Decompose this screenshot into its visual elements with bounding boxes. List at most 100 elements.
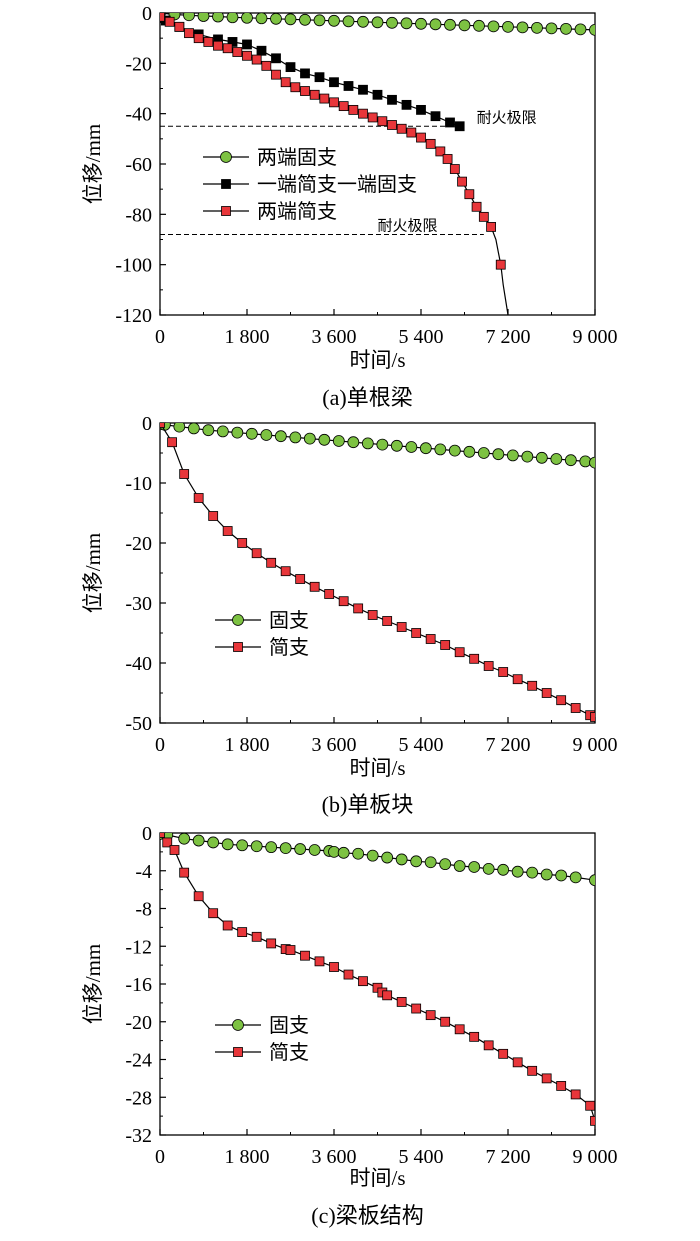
legend-label: 两端固支 [257, 146, 337, 169]
plot-frame [159, 12, 596, 316]
data-point [231, 426, 244, 439]
data-point [560, 22, 572, 35]
data-point [483, 1040, 494, 1051]
data-point [237, 538, 248, 548]
data-point [174, 21, 185, 32]
data-point [353, 603, 364, 614]
data-point [271, 53, 281, 64]
data-point [222, 526, 233, 536]
data-point [498, 1048, 509, 1059]
data-point [202, 424, 215, 437]
plot-area [160, 13, 595, 315]
data-point [411, 1003, 422, 1014]
data-point [410, 855, 423, 868]
data-point [251, 54, 262, 65]
data-point [222, 43, 233, 54]
x-tick-label: 5 400 [399, 734, 444, 756]
data-point [290, 82, 301, 93]
y-tick-label: -28 [125, 1087, 152, 1109]
data-point [406, 127, 417, 138]
data-point [482, 862, 495, 875]
data-point [419, 442, 432, 455]
data-point [328, 14, 340, 27]
legend-marker [233, 642, 243, 652]
data-point [556, 1081, 567, 1091]
data-point [564, 454, 577, 467]
x-axis-title: 时间/s [349, 1166, 405, 1190]
data-point [449, 164, 460, 174]
data-point [372, 89, 383, 100]
panel-caption: (a)单根梁 [322, 385, 412, 410]
data-point [309, 89, 320, 100]
data-point [212, 13, 224, 23]
data-point [332, 435, 345, 447]
data-point [329, 77, 339, 88]
data-point [314, 956, 325, 967]
legend-label: 简支 [269, 1041, 309, 1064]
data-point [329, 97, 339, 108]
y-tick-label: -20 [125, 1012, 152, 1034]
data-point [179, 469, 190, 479]
y-tick-label: -50 [125, 713, 152, 735]
data-point [285, 945, 296, 955]
data-point [497, 863, 510, 876]
data-point [232, 47, 243, 57]
data-point [477, 447, 490, 459]
data-point [207, 836, 220, 849]
series-line [160, 423, 595, 718]
data-point [442, 154, 453, 164]
data-point [526, 866, 539, 879]
data-point [309, 581, 320, 592]
x-tick-label: 5 400 [399, 1146, 444, 1168]
data-point [193, 33, 204, 44]
data-point [498, 667, 509, 677]
data-point [555, 869, 568, 882]
data-point [416, 104, 426, 115]
data-point [245, 427, 258, 440]
data-point [401, 99, 412, 110]
data-point [337, 846, 350, 859]
data-point [358, 976, 368, 987]
data-point [237, 927, 248, 937]
data-point [280, 77, 291, 88]
x-axis-title: 时间/s [349, 756, 405, 780]
data-point [425, 1010, 436, 1021]
data-point [300, 950, 310, 961]
plot-area [160, 833, 595, 1126]
y-tick-label: -8 [135, 899, 152, 921]
x-tick-label: 0 [155, 734, 165, 756]
data-point [464, 189, 475, 200]
data-point [487, 20, 500, 33]
data-point [164, 16, 175, 27]
data-point [313, 14, 326, 27]
data-point [531, 21, 543, 34]
y-tick-label: -16 [125, 974, 152, 996]
data-point [255, 13, 268, 25]
data-point [453, 860, 466, 872]
data-point [435, 146, 446, 157]
data-point [338, 596, 349, 607]
data-point [274, 430, 287, 443]
y-tick-label: -24 [125, 1050, 152, 1072]
data-point [506, 449, 519, 462]
data-point [222, 920, 233, 931]
y-tick-label: -100 [115, 255, 152, 277]
data-point [589, 874, 595, 887]
data-point [574, 23, 587, 36]
data-point [183, 13, 195, 22]
series-1 [160, 423, 595, 469]
data-point [454, 1024, 465, 1035]
chart-panel-2: 0 1 800 3 600 5 400 7 200 9 000 0 -10 -20 -30 -40 -… [81, 413, 618, 817]
data-point [197, 13, 210, 22]
y-tick-label: -80 [125, 204, 152, 226]
y-tick-label: -4 [135, 861, 152, 883]
x-tick-label: 3 600 [312, 326, 357, 348]
data-point [261, 60, 272, 71]
data-point [371, 16, 384, 29]
reference-line-label: 耐火极限 [477, 109, 537, 126]
data-point [545, 22, 558, 35]
data-point [193, 891, 204, 902]
y-tick-label: -40 [125, 104, 152, 126]
data-point [541, 1073, 552, 1084]
data-point [541, 688, 552, 698]
